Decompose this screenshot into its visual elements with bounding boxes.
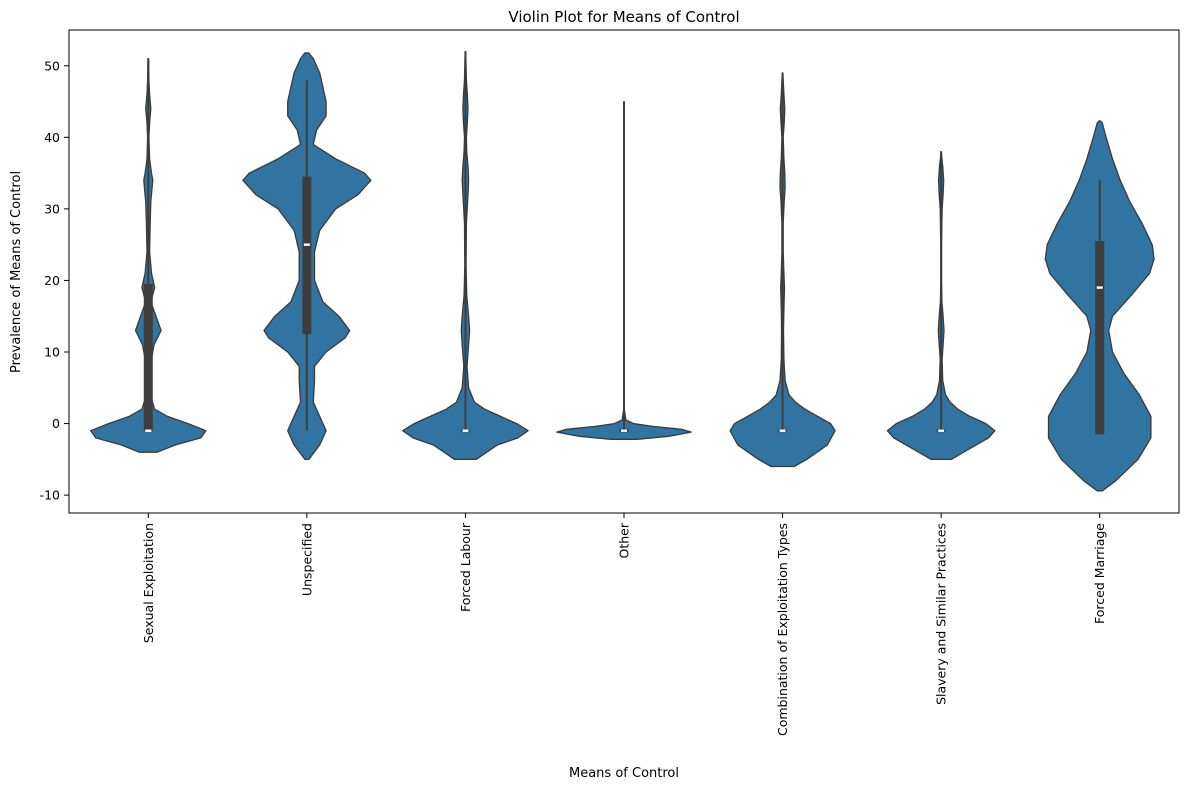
x-tick-label: Slavery and Similar Practices [934, 523, 949, 705]
y-tick-label: 0 [52, 416, 60, 431]
violin-median [462, 429, 469, 432]
y-tick-label: -10 [40, 488, 60, 503]
violin-iqr-box [1095, 241, 1105, 435]
violin-median [145, 429, 152, 432]
violin-iqr-box [302, 176, 312, 335]
violin-median [303, 243, 310, 246]
x-tick-label: Combination of Exploitation Types [775, 523, 790, 736]
x-tick-label: Unspecified [299, 523, 314, 596]
x-tick-label: Sexual Exploitation [141, 523, 156, 643]
y-tick-label: 10 [44, 345, 60, 360]
chart-title: Violin Plot for Means of Control [508, 8, 739, 26]
y-tick-label: 50 [44, 58, 60, 73]
x-tick-label: Forced Labour [458, 522, 473, 612]
y-axis-label: Prevalence of Means of Control [9, 171, 24, 373]
y-axis: -10 0 10 20 30 40 50 [40, 58, 69, 503]
violin-median [1096, 286, 1103, 289]
x-tick-label: Forced Marriage [1092, 523, 1107, 624]
y-tick-label: 20 [44, 273, 60, 288]
violin-iqr-box [143, 284, 153, 431]
violin-median [779, 429, 786, 432]
y-tick-label: 30 [44, 201, 60, 216]
x-tick-label: Other [617, 522, 632, 558]
violin-median [938, 429, 945, 432]
y-tick-label: 40 [44, 130, 60, 145]
x-axis-label: Means of Control [569, 766, 679, 781]
x-axis: Sexual Exploitation Unspecified Forced Lab… [141, 513, 1107, 736]
violin-median [621, 429, 627, 432]
boxes-layer [143, 51, 1105, 435]
violins-layer [90, 50, 1155, 492]
